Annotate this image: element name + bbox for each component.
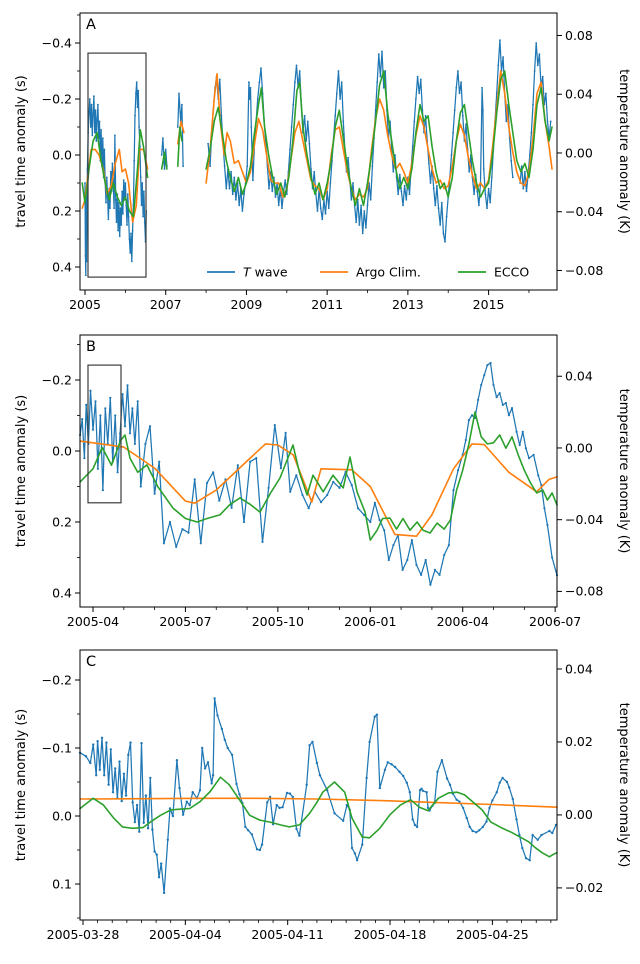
x-tick-label: 2009	[231, 297, 263, 312]
legend: T wave Argo Clim. ECCO	[207, 265, 529, 280]
y-tick-label-left: 0.4	[52, 259, 72, 274]
series-ecco	[79, 776, 558, 858]
panel-b-ylabel-left: travel time anomaly (s)	[14, 395, 29, 548]
panel-a-letter: A	[86, 17, 96, 33]
series-line	[177, 126, 183, 167]
legend-label: ECCO	[494, 265, 529, 280]
y-tick-label-left: 0.2	[52, 203, 72, 218]
series-t-wave	[79, 361, 559, 586]
legend-item-ecco: ECCO	[458, 265, 529, 280]
y-tick-label-left: −0.2	[42, 91, 72, 106]
x-tick-label: 2005-04-11	[251, 927, 324, 942]
x-tick-label: 2006-04	[437, 614, 489, 629]
series-markers	[79, 361, 559, 586]
x-tick-label: 2005-10	[252, 614, 304, 629]
x-tick-label: 2005-04-04	[149, 927, 222, 942]
series-line	[79, 440, 558, 538]
y-tick-label-left: 0.4	[52, 585, 72, 600]
panel-b-ylabel-right: temperature anomaly (K)	[616, 389, 631, 554]
x-tick-label: 2005-04-18	[354, 927, 427, 942]
plot-frame	[79, 649, 558, 921]
series-t-wave	[78, 697, 558, 895]
y-tick-label-right: 0.08	[565, 28, 593, 43]
panel-a-ylabel-right: temperature anomaly (K)	[616, 69, 631, 234]
x-tick-label: 2005-04	[67, 614, 119, 629]
series-t-wave	[84, 39, 552, 277]
y-tick-label-left: −0.1	[42, 740, 72, 755]
x-tick-label: 2006-07	[529, 614, 581, 629]
y-tick-label-right: 0.04	[565, 87, 593, 102]
y-tick-label-left: 0.0	[52, 808, 72, 823]
legend-label: Argo Clim.	[356, 265, 421, 280]
panel-c-ylabel-right: temperature anomaly (K)	[616, 703, 631, 868]
x-tick-label: 2013	[392, 297, 424, 312]
y-tick-label-left: −0.4	[42, 35, 72, 50]
series-line	[79, 776, 558, 858]
y-tick-label-right: 0.00	[565, 807, 593, 822]
panel-a-ylabel-left: travel time anomaly (s)	[14, 75, 29, 228]
y-tick-label-right: −0.02	[565, 880, 603, 895]
x-tick-label: 2005-07	[159, 614, 211, 629]
x-tick-label: 2005-03-28	[47, 927, 120, 942]
x-tick-label: 2015	[473, 297, 505, 312]
y-tick-label-left: 0.1	[52, 876, 72, 891]
chart-render-root: 2005 2007 2009 2011 2013 2015 −0.4 −0.2 0.0 0.2 0.…	[42, 12, 603, 942]
series-ecco	[81, 70, 553, 218]
y-tick-label-right: 0.00	[565, 145, 593, 160]
y-tick-label-right: 0.02	[565, 734, 593, 749]
series-markers	[78, 697, 558, 895]
panel-c-letter: C	[86, 654, 96, 670]
y-tick-label-right: 0.04	[565, 369, 593, 384]
series-line	[207, 39, 514, 243]
panel-b: 2005-04 2005-07 2005-10 2006-01 2006-04 2006-…	[42, 334, 603, 629]
series-line	[79, 697, 557, 894]
y-tick-label-left: −0.2	[42, 372, 72, 387]
x-tick-label: 2006-01	[344, 614, 396, 629]
x-tick-label: 2005-04-25	[456, 927, 529, 942]
series-argo-clim	[79, 440, 558, 538]
panel-c: 2005-03-28 2005-04-04 2005-04-11 2005-04-18…	[42, 649, 603, 942]
panel-a: 2005 2007 2009 2011 2013 2015 −0.4 −0.2 0.0 0.2 0.…	[42, 12, 603, 312]
series-ecco	[79, 411, 558, 541]
y-tick-label-left: 0.2	[52, 514, 72, 529]
plot-frame	[79, 334, 558, 608]
y-tick-label-right: −0.08	[565, 584, 603, 599]
y-tick-label-right: 0.04	[565, 661, 593, 676]
panel-b-letter: B	[86, 339, 96, 355]
zoom-region-box	[87, 364, 122, 504]
y-tick-label-right: −0.04	[565, 204, 603, 219]
x-tick-label: 2011	[311, 297, 343, 312]
y-tick-label-left: 0.0	[52, 443, 72, 458]
y-tick-label-left: −0.2	[42, 672, 72, 687]
series-line	[205, 70, 553, 207]
series-argo-clim	[79, 797, 558, 809]
y-tick-label-right: −0.08	[565, 263, 603, 278]
series-line	[160, 151, 168, 170]
legend-item-argo-clim: Argo Clim.	[320, 265, 421, 280]
y-tick-label-right: 0.00	[565, 440, 593, 455]
y-tick-label-right: −0.04	[565, 512, 603, 527]
series-line	[79, 411, 558, 541]
legend-item-t-wave: T wave	[207, 265, 288, 280]
y-tick-label-left: 0.0	[52, 147, 72, 162]
x-tick-label: 2007	[150, 297, 182, 312]
panel-c-ylabel-left: travel time anomaly (s)	[14, 709, 29, 862]
x-tick-label: 2005	[69, 297, 101, 312]
legend-label: T wave	[243, 265, 288, 280]
series-line	[81, 129, 149, 218]
zoom-region-box	[87, 52, 147, 278]
series-line	[519, 42, 552, 193]
plot-frame	[79, 12, 558, 291]
series-line	[79, 797, 558, 809]
